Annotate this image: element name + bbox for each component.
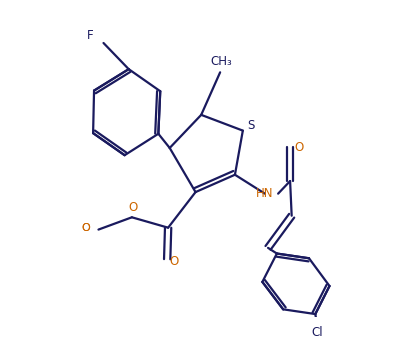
Text: F: F bbox=[87, 29, 93, 42]
Text: HN: HN bbox=[256, 187, 273, 200]
Text: O: O bbox=[81, 223, 90, 233]
Text: S: S bbox=[246, 119, 254, 132]
Text: O: O bbox=[294, 141, 303, 153]
Text: CH₃: CH₃ bbox=[210, 55, 231, 68]
Text: O: O bbox=[81, 223, 90, 233]
Text: Cl: Cl bbox=[311, 327, 323, 338]
Text: O: O bbox=[169, 255, 178, 268]
Text: O: O bbox=[128, 201, 137, 214]
